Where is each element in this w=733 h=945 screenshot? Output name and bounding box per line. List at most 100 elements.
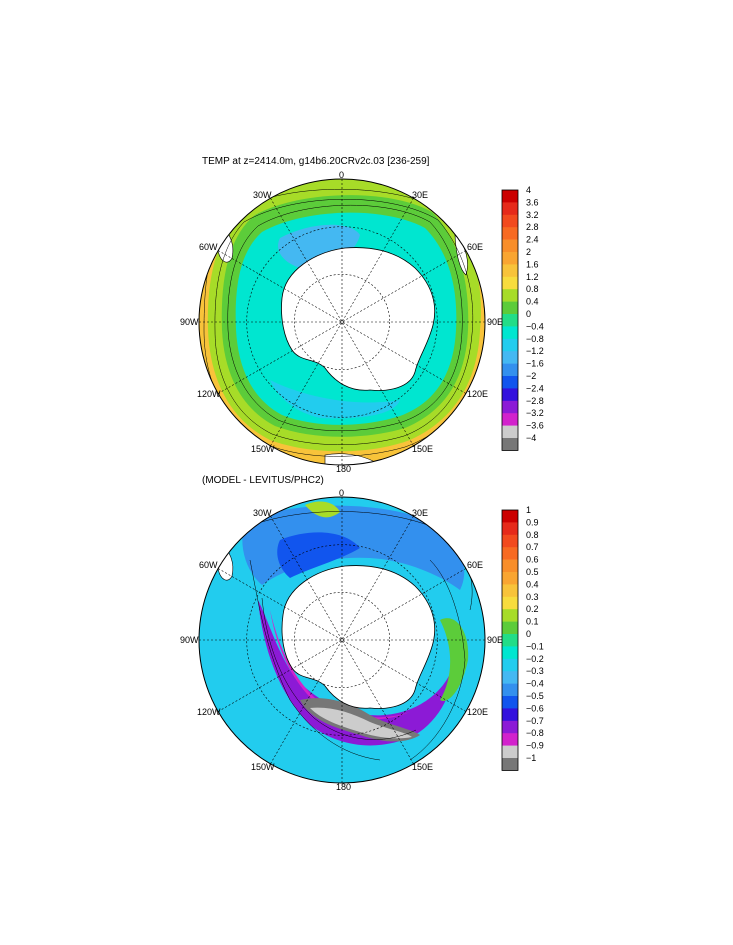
lon-label-90e: 90E bbox=[487, 635, 503, 645]
top-colorbar-tick-label: 1.2 bbox=[526, 272, 539, 282]
bottom-colorbar: 1 0.9 0.8 0.7 0.6 0.5 0.4 0.3 0.2 0.1 0 −0.1 −0.2 −0.… bbox=[501, 505, 544, 771]
bottom-colorbar-swatch bbox=[502, 634, 518, 647]
lon-label-90w: 90W bbox=[180, 317, 199, 327]
lon-label-120w: 120W bbox=[197, 707, 221, 717]
antarctica-landmass bbox=[281, 247, 436, 391]
top-colorbar-tick-label: 1.6 bbox=[526, 259, 539, 269]
top-colorbar-swatch bbox=[502, 388, 518, 402]
lon-label-60w: 60W bbox=[199, 242, 218, 252]
bottom-colorbar-swatch bbox=[502, 559, 518, 573]
bottom-colorbar-tick-label: 0 bbox=[526, 629, 531, 639]
bottom-south-america-coast bbox=[217, 542, 234, 581]
top-colorbar-swatch bbox=[502, 351, 518, 364]
lon-label-90e: 90E bbox=[487, 317, 503, 327]
top-colorbar-swatch bbox=[502, 276, 518, 290]
bottom-panel-title: (MODEL - LEVITUS/PHC2) bbox=[202, 475, 324, 486]
bottom-colorbar-tick-label: −0.6 bbox=[526, 703, 544, 713]
top-colorbar-tick-label: −3.2 bbox=[526, 408, 544, 418]
top-colorbar-tick-label: −0.8 bbox=[526, 334, 544, 344]
bottom-colorbar-tick-label: 0.2 bbox=[526, 604, 539, 614]
bottom-lon-labels: 0 30E 60E 90E 120E 150E 180 150W 120W 90… bbox=[180, 488, 503, 792]
lon-label-180: 180 bbox=[336, 464, 351, 474]
top-colorbar-swatch bbox=[502, 425, 518, 439]
bottom-colorbar-tick-label: −0.8 bbox=[526, 728, 544, 738]
top-panel-title: TEMP at z=2414.0m, g14b6.20CRv2c.03 [236… bbox=[202, 156, 430, 167]
bottom-colorbar-swatch bbox=[502, 758, 518, 771]
top-colorbar-tick-label: 0 bbox=[526, 309, 531, 319]
top-colorbar-swatch bbox=[502, 289, 518, 302]
bottom-colorbar-swatch bbox=[502, 745, 518, 759]
top-colorbar-tick-label: −2 bbox=[526, 371, 536, 381]
top-map-boundary bbox=[198, 178, 486, 466]
top-colorbar-tick-label: 2 bbox=[526, 247, 531, 257]
bottom-colorbar-swatch bbox=[502, 584, 518, 598]
top-colorbar-swatch bbox=[502, 413, 518, 426]
bottom-colorbar-tick-label: −1 bbox=[526, 753, 536, 763]
bottom-colorbar-tick-label: 0.8 bbox=[526, 530, 539, 540]
top-colorbar-swatch bbox=[502, 338, 518, 352]
bottom-colorbar-swatch bbox=[502, 534, 518, 548]
top-colorbar-tick-label: 0.4 bbox=[526, 297, 539, 307]
bottom-colorbar-tick-label: −0.3 bbox=[526, 666, 544, 676]
bottom-colorbar-swatch bbox=[502, 646, 518, 660]
top-colorbar-swatch bbox=[502, 239, 518, 253]
bottom-colorbar-swatch bbox=[502, 683, 518, 697]
bottom-colorbar-tick-label: −0.2 bbox=[526, 654, 544, 664]
top-colorbar-swatch bbox=[502, 400, 518, 414]
cold-patch-ross bbox=[270, 380, 400, 419]
top-colorbar-tick-label: −1.2 bbox=[526, 346, 544, 356]
bottom-colorbar-swatch bbox=[502, 708, 518, 722]
top-colorbar-swatch bbox=[502, 202, 518, 216]
top-colorbar-tick-label: −2.8 bbox=[526, 396, 544, 406]
bottom-yellowgreen-patch bbox=[305, 501, 340, 518]
top-colorbar-swatch bbox=[502, 252, 518, 265]
lon-label-60w: 60W bbox=[199, 560, 218, 570]
lon-label-120e: 120E bbox=[467, 707, 488, 717]
top-colorbar-swatch bbox=[502, 301, 518, 315]
bottom-colorbar-tick-label: 0.7 bbox=[526, 542, 539, 552]
lon-label-30w: 30W bbox=[253, 508, 272, 518]
lon-label-120e: 120E bbox=[467, 389, 488, 399]
top-colorbar-tick-label: 2.8 bbox=[526, 222, 539, 232]
bottom-colorbar-swatch bbox=[502, 596, 518, 610]
top-colorbar-tick-label: 0.8 bbox=[526, 284, 539, 294]
bottom-green-patch-east bbox=[440, 618, 469, 701]
lon-label-150e: 150E bbox=[412, 762, 433, 772]
bottom-colorbar-tick-label: 0.4 bbox=[526, 579, 539, 589]
top-lon-labels: 0 30E 60E 90E 120E 150E 180 150W 120W 90… bbox=[180, 170, 503, 474]
lon-label-180: 180 bbox=[336, 782, 351, 792]
bottom-colorbar-swatch bbox=[502, 658, 518, 672]
bottom-colorbar-tick-label: −0.4 bbox=[526, 679, 544, 689]
top-colorbar-frame bbox=[501, 189, 519, 451]
bottom-colorbar-tick-label: 0.5 bbox=[526, 567, 539, 577]
top-colorbar-tick-label: 2.4 bbox=[526, 235, 539, 245]
top-polar-map bbox=[199, 179, 485, 465]
top-colorbar-swatch bbox=[502, 314, 518, 327]
bottom-colorbar-tick-label: 0.3 bbox=[526, 592, 539, 602]
new-zealand-coast bbox=[324, 453, 376, 465]
top-colorbar: 4 3.6 3.2 2.8 2.4 2 1.6 1.2 0.8 0.4 0 −0.4 −0.8 −1.2 −… bbox=[501, 185, 544, 451]
top-colorbar-swatch bbox=[502, 227, 518, 240]
lon-label-120w: 120W bbox=[197, 389, 221, 399]
lon-label-30e: 30E bbox=[412, 508, 428, 518]
top-colorbar-tick-label: 3.2 bbox=[526, 210, 539, 220]
bottom-colorbar-swatch bbox=[502, 733, 518, 746]
lon-label-30w: 30W bbox=[253, 190, 272, 200]
bottom-colorbar-swatch bbox=[502, 621, 518, 635]
top-colorbar-swatch bbox=[502, 190, 518, 203]
bottom-colorbar-swatch bbox=[502, 510, 518, 523]
top-colorbar-tick-label: −0.4 bbox=[526, 321, 544, 331]
bottom-colorbar-tick-label: 0.1 bbox=[526, 617, 539, 627]
bottom-colorbar-tick-label: 0.9 bbox=[526, 517, 539, 527]
bottom-colorbar-swatch bbox=[502, 522, 518, 536]
top-graticule bbox=[199, 179, 485, 465]
bottom-colorbar-swatch bbox=[502, 609, 518, 622]
lon-label-0: 0 bbox=[339, 488, 344, 498]
bottom-graticule bbox=[199, 497, 485, 783]
bottom-colorbar-swatch bbox=[502, 696, 518, 709]
bottom-colorbar-tick-label: 0.6 bbox=[526, 555, 539, 565]
top-colorbar-swatch bbox=[502, 264, 518, 278]
lon-label-90w: 90W bbox=[180, 635, 199, 645]
bottom-colorbar-swatch bbox=[502, 572, 518, 585]
top-colorbar-swatch bbox=[502, 438, 518, 451]
